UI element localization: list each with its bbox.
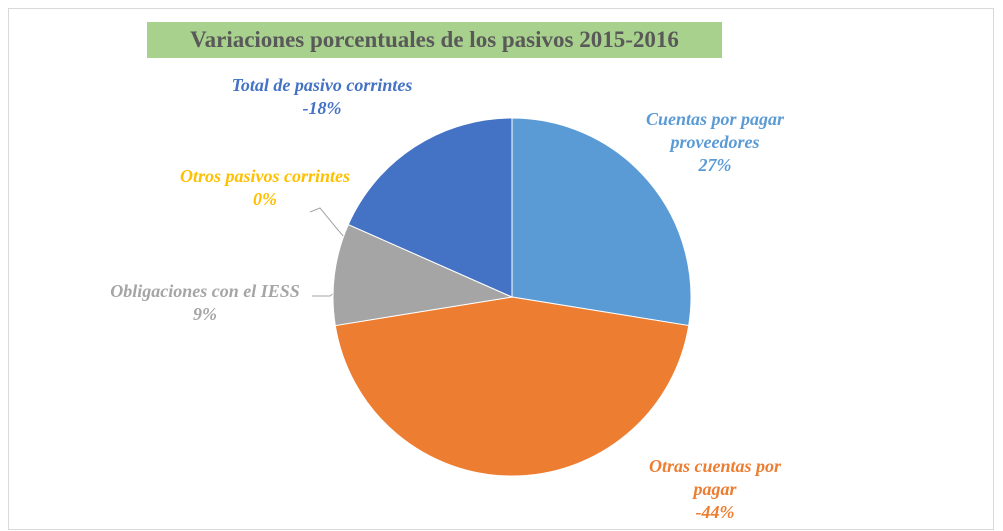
data-label: Otros pasivos corrintes 0%: [155, 165, 375, 211]
leader-line: [309, 207, 346, 239]
value-label: 0%: [253, 189, 277, 209]
value-label: 9%: [193, 304, 217, 324]
category-label: Otros pasivos corrintes: [179, 166, 350, 186]
value-label: -44%: [695, 502, 735, 522]
data-label: Total de pasivo corrintes -18%: [212, 74, 432, 120]
data-label: Obligaciones con el IESS 9%: [85, 280, 325, 326]
pie-slice: [332, 223, 514, 327]
category-label: Obligaciones con el IESS: [110, 281, 300, 301]
value-label: 27%: [698, 155, 732, 175]
category-label: Otras cuentas por pagar: [648, 456, 782, 499]
category-label: Total de pasivo corrintes: [231, 75, 413, 95]
data-label: Cuentas por pagar proveedores 27%: [635, 108, 795, 177]
value-label: -18%: [302, 98, 342, 118]
chart-frame: [8, 8, 994, 530]
pie-slice: [347, 117, 513, 298]
pie-slice: [334, 296, 690, 477]
category-label: Cuentas por pagar proveedores: [645, 109, 785, 152]
pie-slice: [511, 117, 692, 327]
data-label: Otras cuentas por pagar -44%: [635, 455, 795, 524]
chart-title: Variaciones porcentuales de los pasivos …: [147, 22, 722, 58]
